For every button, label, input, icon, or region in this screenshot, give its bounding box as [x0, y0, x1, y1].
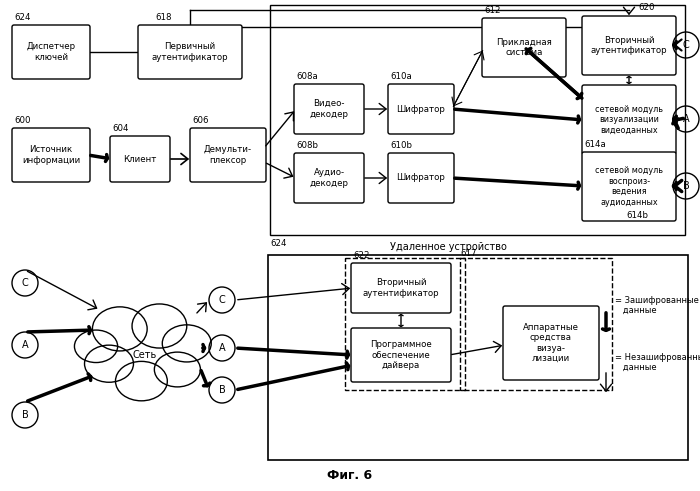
Text: Вторичный
аутентификатор: Вторичный аутентификатор	[363, 278, 440, 298]
Text: Шифратор: Шифратор	[397, 105, 445, 113]
Text: сетевой модуль
воспроиз-
ведения
аудиоданных: сетевой модуль воспроиз- ведения аудиода…	[595, 166, 663, 207]
FancyBboxPatch shape	[582, 16, 676, 75]
FancyBboxPatch shape	[582, 85, 676, 154]
Text: A: A	[22, 340, 28, 350]
Text: Шифратор: Шифратор	[397, 173, 445, 183]
Ellipse shape	[132, 304, 187, 348]
Text: C: C	[22, 278, 29, 288]
Ellipse shape	[116, 361, 167, 401]
FancyBboxPatch shape	[138, 25, 242, 79]
Text: Первичный
аутентификатор: Первичный аутентификатор	[152, 42, 228, 62]
Text: 608b: 608b	[296, 141, 318, 150]
Text: Диспетчер
ключей: Диспетчер ключей	[27, 42, 76, 62]
Bar	[345, 258, 465, 390]
Text: 610b: 610b	[390, 141, 412, 150]
Text: 606: 606	[192, 116, 209, 125]
Text: A: A	[218, 343, 225, 353]
FancyBboxPatch shape	[351, 328, 451, 382]
Ellipse shape	[85, 345, 134, 382]
Text: 612: 612	[484, 6, 500, 15]
FancyBboxPatch shape	[582, 152, 676, 221]
Bar	[268, 255, 688, 460]
Text: C: C	[682, 40, 690, 50]
FancyBboxPatch shape	[190, 128, 266, 182]
Text: 617: 617	[460, 249, 477, 258]
Ellipse shape	[162, 325, 211, 362]
Text: A: A	[682, 114, 690, 124]
Text: 604: 604	[112, 124, 129, 133]
Ellipse shape	[155, 352, 200, 387]
Text: Аудио-
декодер: Аудио- декодер	[309, 168, 349, 188]
FancyBboxPatch shape	[110, 136, 170, 182]
FancyBboxPatch shape	[388, 153, 454, 203]
Text: B: B	[218, 385, 225, 395]
FancyBboxPatch shape	[12, 128, 90, 182]
Ellipse shape	[74, 330, 118, 362]
Text: = Незашифрованные
   данные: = Незашифрованные данные	[615, 353, 700, 372]
Text: 614b: 614b	[626, 211, 648, 220]
Text: 622: 622	[353, 251, 370, 260]
Text: Демульти-
плексор: Демульти- плексор	[204, 145, 252, 164]
Text: 614a: 614a	[584, 140, 606, 149]
Text: Клиент: Клиент	[123, 155, 157, 164]
Text: Видео-
декодер: Видео- декодер	[309, 99, 349, 119]
Text: B: B	[682, 181, 690, 191]
Text: 600: 600	[14, 116, 31, 125]
Ellipse shape	[92, 307, 147, 351]
FancyBboxPatch shape	[388, 84, 454, 134]
Text: 624: 624	[14, 13, 31, 22]
Text: B: B	[22, 410, 29, 420]
Bar	[270, 5, 685, 235]
Text: Источник
информации: Источник информации	[22, 145, 80, 164]
Bar	[460, 258, 612, 390]
Text: Программное
обеспечение
дайвера: Программное обеспечение дайвера	[370, 340, 432, 370]
Text: Прикладная
система: Прикладная система	[496, 38, 552, 57]
Text: Фиг. 6: Фиг. 6	[328, 469, 372, 482]
FancyBboxPatch shape	[12, 25, 90, 79]
FancyBboxPatch shape	[351, 263, 451, 313]
Text: 618: 618	[155, 13, 172, 22]
Text: C: C	[218, 295, 225, 305]
FancyBboxPatch shape	[294, 153, 364, 203]
Text: 608a: 608a	[296, 72, 318, 81]
Text: 610a: 610a	[390, 72, 412, 81]
Text: 620: 620	[638, 3, 655, 12]
Text: 624: 624	[270, 239, 286, 248]
FancyBboxPatch shape	[482, 18, 566, 77]
Text: сетевой модуль
визуализации
видеоданных: сетевой модуль визуализации видеоданных	[595, 105, 663, 135]
Text: Сеть: Сеть	[133, 350, 157, 360]
Text: Аппаратные
средства
визуа-
лизации: Аппаратные средства визуа- лизации	[523, 323, 579, 363]
Text: = Зашифрованные
   данные: = Зашифрованные данные	[615, 296, 699, 315]
Ellipse shape	[88, 326, 202, 384]
FancyBboxPatch shape	[294, 84, 364, 134]
FancyBboxPatch shape	[503, 306, 599, 380]
Text: Вторичный
аутентификатор: Вторичный аутентификатор	[591, 36, 667, 55]
Text: Удаленное устройство: Удаленное устройство	[390, 242, 507, 252]
